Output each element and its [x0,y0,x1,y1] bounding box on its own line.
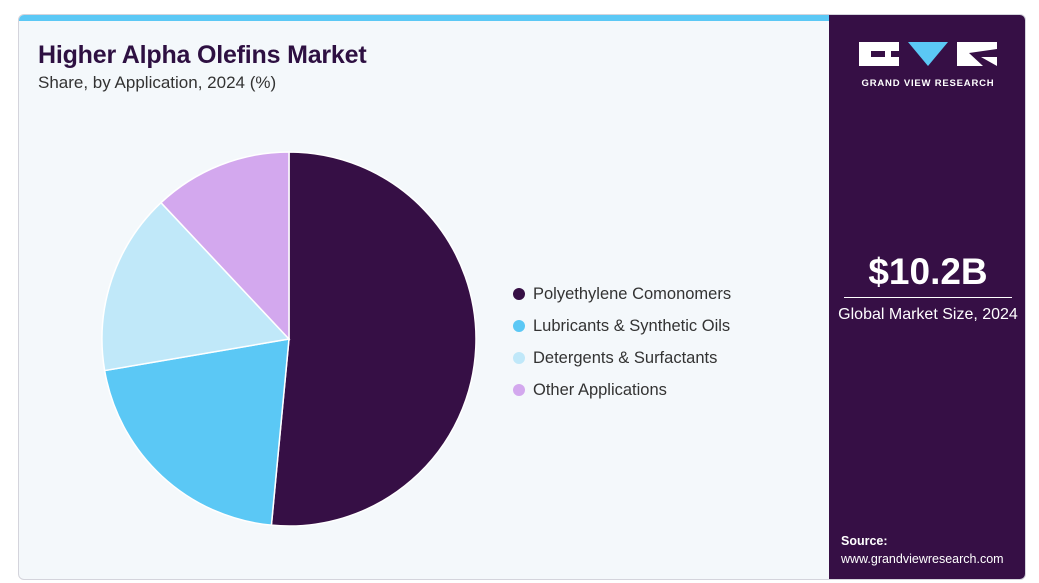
legend-item-0: Polyethylene Comonomers [513,278,731,310]
pie-slice-0 [270,151,477,527]
legend-swatch-1 [513,320,525,332]
pie-chart [101,151,477,527]
pie-slice-2 [101,201,291,372]
legend-swatch-2 [513,352,525,364]
summary-divider [844,297,1012,298]
chart-subtitle: Share, by Application, 2024 (%) [38,73,277,92]
pie-slice-3 [159,151,290,341]
legend-label-3: Other Applications [533,380,667,399]
legend-swatch-0 [513,288,525,300]
legend-label-2: Detergents & Surfactants [533,348,718,367]
pie-slice-1 [103,338,290,526]
brand-mark-icon [859,42,997,66]
legend-swatch-3 [513,384,525,396]
legend-label-1: Lubricants & Synthetic Oils [533,316,731,335]
source-url[interactable]: www.grandviewresearch.com [841,552,1004,566]
legend-item-1: Lubricants & Synthetic Oils [513,310,731,342]
legend-item-3: Other Applications [513,374,731,406]
source-label: Source: [841,534,888,548]
accent-bar [19,15,829,21]
market-size-value: $10.2B [868,251,988,292]
brand-logo: GRAND VIEW RESEARCH [857,41,999,89]
chart-title: Higher Alpha Olefins Market [38,41,367,69]
chart-area: Higher Alpha Olefins Market Share, by Ap… [19,15,829,579]
chart-card: Higher Alpha Olefins Market Share, by Ap… [18,14,1026,580]
legend-item-2: Detergents & Surfactants [513,342,731,374]
chart-legend: Polyethylene Comonomers Lubricants & Synt… [513,278,731,406]
summary-panel: GRAND VIEW RESEARCH $10.2B Global Market… [829,15,1025,579]
brand-name: GRAND VIEW RESEARCH [861,78,995,89]
market-size-label: Global Market Size, 2024 [838,306,1018,323]
legend-label-0: Polyethylene Comonomers [533,284,732,303]
